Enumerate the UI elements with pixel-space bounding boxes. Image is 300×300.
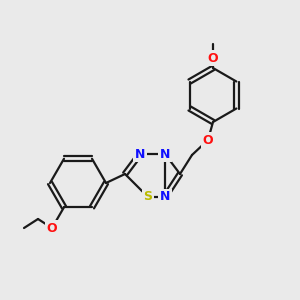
Text: N: N — [135, 148, 145, 160]
Text: N: N — [160, 148, 170, 160]
Text: O: O — [203, 134, 213, 146]
Text: O: O — [47, 221, 57, 235]
Text: O: O — [208, 52, 218, 64]
Text: N: N — [160, 190, 170, 203]
Text: S: S — [143, 190, 152, 203]
